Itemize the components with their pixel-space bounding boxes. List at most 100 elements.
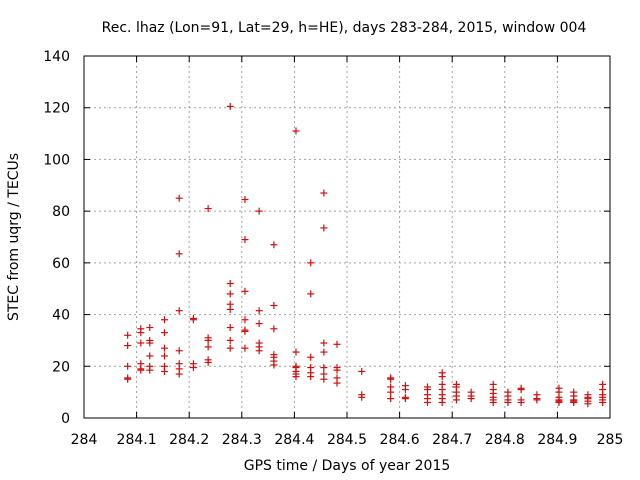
data-point [358, 367, 366, 375]
data-points [124, 102, 607, 408]
data-point [438, 373, 446, 381]
y-tick-label: 20 [52, 359, 70, 375]
data-point [255, 307, 263, 315]
y-tick-label: 120 [43, 101, 70, 117]
y-tick-labels: 0 20 40 60 80 100 120 140 [43, 49, 70, 427]
data-point [333, 366, 341, 374]
data-point [189, 316, 197, 324]
data-point [204, 205, 212, 213]
data-point [160, 316, 168, 324]
data-point [241, 287, 249, 295]
data-point [204, 336, 212, 344]
data-point [146, 352, 154, 360]
data-point [555, 398, 563, 406]
data-point [320, 348, 328, 356]
data-point [489, 398, 497, 406]
data-point [226, 280, 234, 288]
data-point [124, 375, 132, 383]
data-point [175, 370, 183, 378]
data-point [189, 364, 197, 372]
data-point [124, 342, 132, 350]
data-point [255, 207, 263, 215]
data-point [226, 344, 234, 352]
data-point [452, 396, 460, 404]
data-point [401, 386, 409, 394]
grid-lines [84, 56, 610, 418]
data-point [241, 236, 249, 244]
data-point [137, 339, 145, 347]
data-point [160, 367, 168, 375]
x-tick-labels: 284 284.1 284.2 284.3 284.4 284.5 284.6 284.7 28… [71, 432, 624, 448]
data-point [270, 361, 278, 369]
data-point [255, 347, 263, 355]
x-tick-label: 284.9 [537, 432, 577, 448]
data-point [241, 196, 249, 204]
x-tick-label: 284 [71, 432, 98, 448]
y-tick-label: 40 [52, 308, 70, 324]
x-tick-label: 284.1 [117, 432, 157, 448]
x-tick-label: 284.6 [380, 432, 420, 448]
data-point [270, 241, 278, 249]
data-point [226, 102, 234, 110]
data-point [467, 395, 475, 403]
data-point [175, 194, 183, 202]
data-point [241, 344, 249, 352]
y-tick-label: 100 [43, 152, 70, 168]
x-tick-label: 284.2 [169, 432, 209, 448]
x-tick-label: 284.3 [222, 432, 262, 448]
data-point [307, 259, 315, 267]
x-tick-label: 285 [597, 432, 624, 448]
data-point [504, 398, 512, 406]
x-tick-label: 284.4 [274, 432, 314, 448]
data-point [517, 386, 525, 394]
data-point [226, 290, 234, 298]
data-point [160, 344, 168, 352]
data-point [175, 307, 183, 315]
data-point [124, 362, 132, 370]
data-point [270, 325, 278, 333]
data-point [387, 388, 395, 396]
data-point [307, 290, 315, 298]
data-point [320, 364, 328, 372]
data-point [387, 395, 395, 403]
x-tick-label: 284.5 [327, 432, 367, 448]
plot-frame [83, 55, 611, 419]
data-point [175, 250, 183, 258]
data-point [401, 395, 409, 403]
x-tick-label: 284.7 [432, 432, 472, 448]
data-point [320, 224, 328, 232]
data-point [124, 331, 132, 339]
data-point [320, 375, 328, 383]
data-point [160, 352, 168, 360]
data-point [226, 324, 234, 331]
data-point [292, 127, 300, 135]
data-point [270, 302, 278, 310]
data-point [255, 320, 263, 328]
y-tick-label: 60 [52, 256, 70, 272]
data-point [292, 348, 300, 356]
data-point [241, 327, 249, 335]
y-axis-label: STEC from uqrg / TECUs [6, 153, 22, 321]
y-tick-label: 80 [52, 204, 70, 220]
data-point [292, 373, 300, 381]
data-point [599, 398, 607, 406]
data-point [333, 379, 341, 387]
data-point [387, 375, 395, 383]
y-tick-label: 140 [43, 49, 70, 65]
data-point [358, 393, 366, 401]
data-point [533, 396, 541, 404]
data-point [160, 329, 168, 337]
data-point [146, 366, 154, 374]
data-point [517, 398, 525, 406]
y-tick-label: 0 [61, 411, 70, 427]
data-point [226, 305, 234, 313]
data-point [241, 316, 249, 324]
data-point [226, 336, 234, 344]
chart-title: Rec. lhaz (Lon=91, Lat=29, h=HE), days 2… [102, 20, 587, 36]
data-point [204, 343, 212, 351]
data-point [438, 398, 446, 406]
data-point [137, 366, 145, 374]
data-point [320, 189, 328, 197]
